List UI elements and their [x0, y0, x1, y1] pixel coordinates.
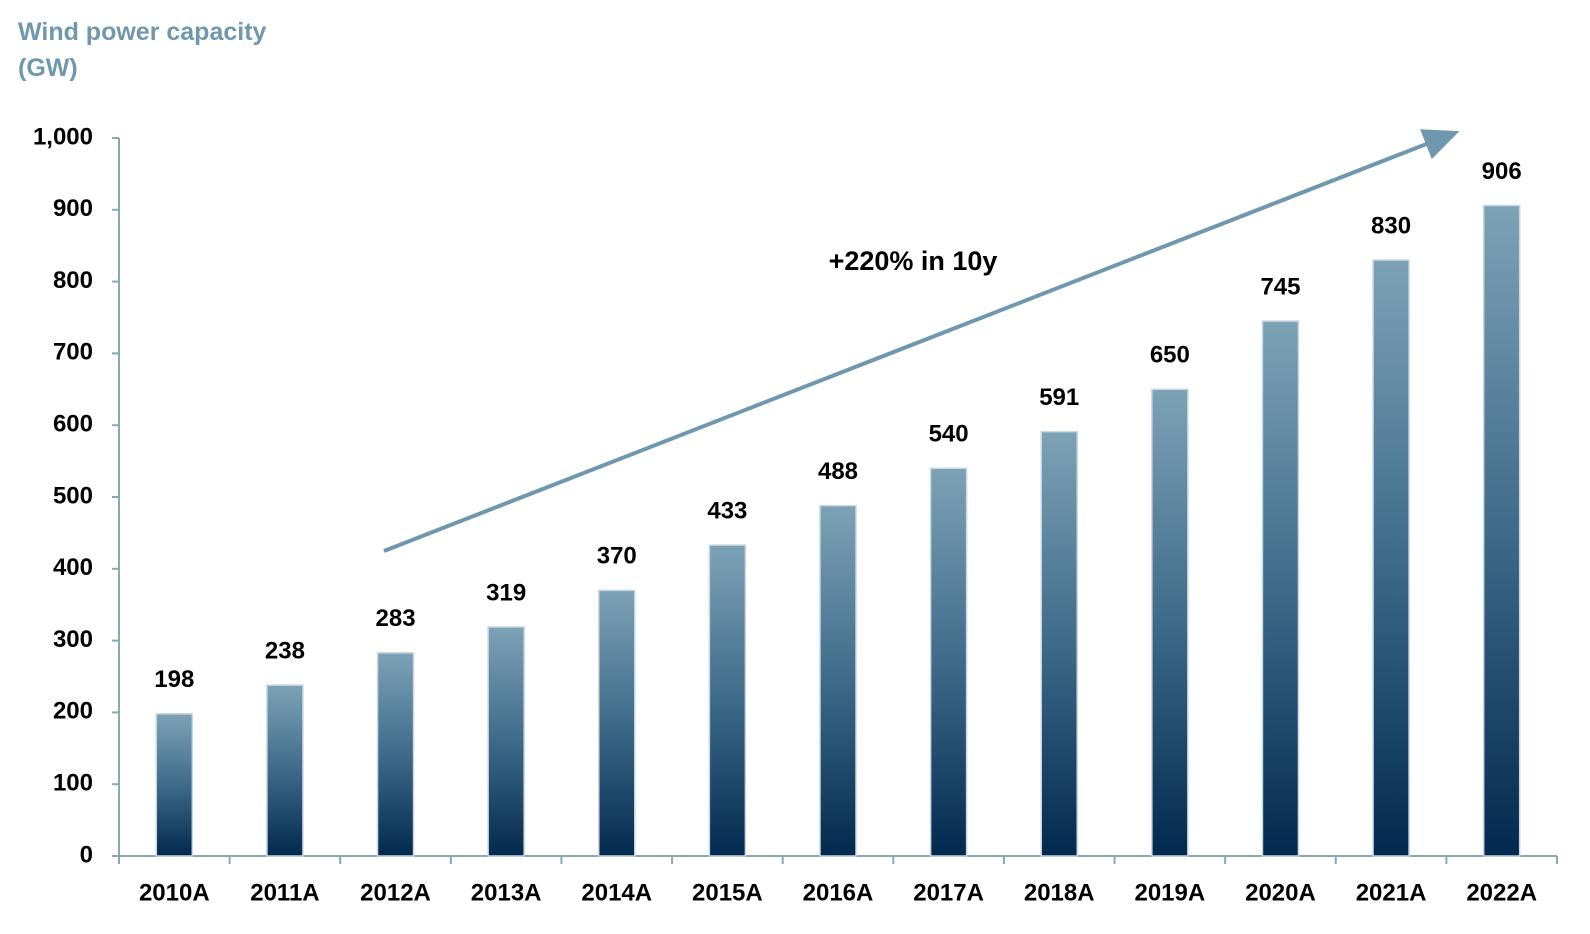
bar — [155, 713, 194, 857]
y-axis-label: Wind power capacity (GW) — [18, 18, 267, 82]
bar — [1261, 320, 1300, 857]
annotation: +220% in 10y — [829, 246, 998, 276]
y-tick-label: 300 — [53, 626, 93, 653]
y-tick-label: 200 — [53, 698, 93, 725]
value-label: 540 — [929, 421, 969, 448]
x-tick-label: 2014A — [581, 879, 652, 906]
bar — [1151, 388, 1189, 857]
y-tick-label: 900 — [53, 195, 93, 222]
value-label: 488 — [818, 458, 858, 485]
value-label: 433 — [707, 497, 747, 524]
x-tick-label: 2015A — [692, 879, 763, 906]
value-label: 591 — [1039, 384, 1079, 411]
value-label: 745 — [1260, 273, 1300, 300]
value-label: 906 — [1482, 158, 1522, 185]
bar — [376, 652, 415, 857]
value-label: 319 — [486, 579, 526, 606]
value-label: 238 — [265, 637, 305, 664]
bar — [1482, 204, 1521, 857]
bar — [1372, 259, 1410, 857]
y-tick-label: 0 — [80, 841, 93, 868]
value-label: 370 — [597, 543, 637, 570]
x-tick-label: 2017A — [913, 879, 984, 906]
bar — [708, 544, 747, 857]
value-label: 283 — [376, 605, 416, 632]
x-tick-label: 2010A — [139, 879, 210, 906]
x-tick-label: 2012A — [360, 879, 431, 906]
y-tick-label: 500 — [53, 482, 93, 509]
y-tick-label: 600 — [53, 411, 93, 438]
bar — [819, 504, 857, 857]
bar — [266, 684, 304, 857]
y-tick-label: 400 — [53, 554, 93, 581]
y-tick-label: 800 — [53, 267, 93, 294]
x-tick-label: 2021A — [1356, 879, 1427, 906]
x-tick-label: 2011A — [250, 879, 319, 906]
bar — [487, 626, 525, 857]
y-tick-label: 700 — [53, 339, 93, 366]
x-tick-label: 2018A — [1024, 879, 1095, 906]
trend-arrow — [383, 129, 1460, 553]
bar — [1040, 430, 1078, 857]
y-tick-label: 100 — [53, 770, 93, 797]
bar — [598, 589, 636, 857]
x-tick-label: 2022A — [1466, 879, 1537, 906]
bar — [929, 467, 968, 857]
x-tick-label: 2016A — [803, 879, 874, 906]
value-label: 650 — [1150, 342, 1190, 369]
value-label: 830 — [1371, 212, 1411, 239]
value-label: 198 — [154, 666, 194, 693]
x-tick-label: 2013A — [471, 879, 542, 906]
x-tick-label: 2019A — [1134, 879, 1205, 906]
x-tick-label: 2020A — [1245, 879, 1316, 906]
y-tick-label: 1,000 — [33, 123, 93, 150]
